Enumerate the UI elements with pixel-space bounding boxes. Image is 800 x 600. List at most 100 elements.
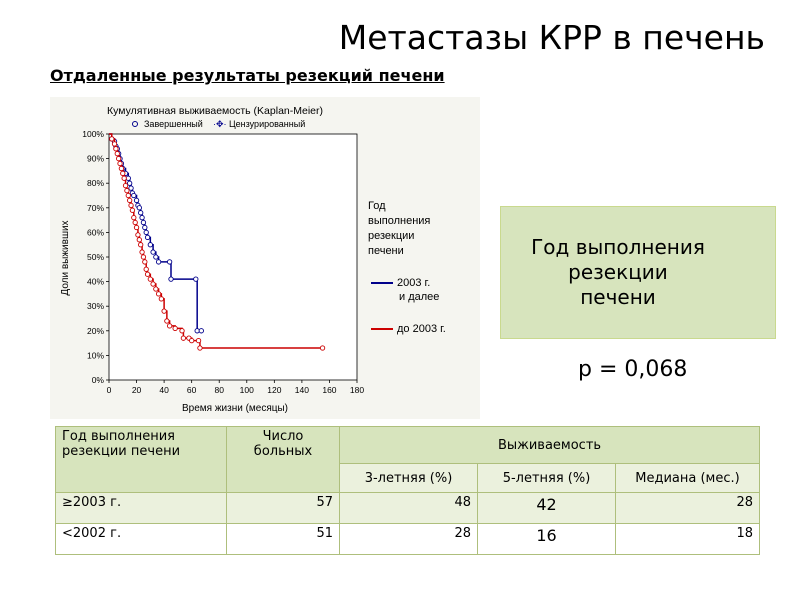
data-point (127, 180, 133, 186)
data-point (153, 286, 159, 292)
y-tick-label: 70% (87, 203, 104, 213)
header-five-year: 5-летняя (%) (477, 463, 616, 493)
data-point (135, 232, 141, 238)
data-point (197, 345, 203, 351)
data-point (153, 254, 159, 260)
legend-title-line-1: Год (368, 200, 386, 212)
data-point (140, 254, 147, 260)
x-axis-label: Время жизни (месяцы) (182, 403, 288, 414)
row-median: 28 (615, 492, 760, 524)
legend-censored-marker: ·✥· (213, 119, 227, 129)
data-point (172, 325, 178, 331)
table-row: <2002 г. 51 28 16 18 (55, 523, 760, 555)
data-point (147, 276, 153, 282)
data-point (166, 259, 173, 265)
row-group: ≥2003 г. (55, 492, 227, 524)
row-count: 51 (226, 523, 340, 555)
header-median: Медиана (мес.) (615, 463, 760, 493)
data-point (150, 281, 156, 287)
row-five-year: 42 (477, 492, 616, 524)
y-tick-label: 60% (87, 227, 104, 237)
data-point (120, 170, 126, 177)
data-point (158, 296, 165, 302)
data-point (124, 187, 130, 194)
y-tick-label: 0% (92, 375, 105, 385)
year-of-resection-text: Год выполнения резекции печени (531, 235, 705, 309)
table-row: ≥2003 г. 57 48 42 28 (55, 492, 760, 524)
data-point (127, 197, 133, 204)
slide-subtitle: Отдаленные результаты резекций печени (50, 66, 445, 85)
data-point (128, 185, 134, 191)
y-tick-label: 90% (87, 154, 104, 164)
y-tick-label: 10% (87, 350, 104, 360)
header-group: Год выполнения резекции печени (55, 426, 227, 493)
kaplan-meier-chart: Кумулятивная выживаемость (Kaplan-Meier)… (50, 97, 480, 419)
row-three-year: 28 (339, 523, 478, 555)
data-point (142, 224, 148, 231)
data-point (138, 242, 144, 248)
year-of-resection-box: Год выполнения резекции печени (500, 206, 776, 339)
data-point (139, 214, 145, 221)
data-point (129, 207, 136, 213)
x-tick-label: 120 (267, 385, 281, 395)
plot-area (108, 133, 358, 381)
data-point (111, 141, 118, 147)
legend-title-line-3: резекции (368, 230, 414, 242)
legend-title-line-4: печени (368, 245, 404, 257)
x-tick-label: 60 (187, 385, 197, 395)
data-point (131, 192, 137, 199)
header-survival: Выживаемость (339, 426, 760, 464)
chart-svg: Кумулятивная выживаемость (Kaplan-Meier)… (60, 105, 446, 414)
p-value: p = 0,068 (578, 357, 688, 382)
row-five-year: 16 (477, 523, 616, 555)
x-tick-label: 40 (159, 385, 169, 395)
data-point (193, 276, 199, 282)
data-point (150, 249, 156, 255)
data-point (166, 323, 173, 329)
y-tick-label: 80% (87, 178, 104, 188)
data-point (131, 214, 137, 221)
data-point (125, 192, 131, 199)
header-three-year: 3-летняя (%) (339, 463, 478, 493)
table-subheader-row: 3-летняя (%) 5-летняя (%) Медиана (мес.) (56, 463, 760, 493)
legend-title-line-2: выполнения (368, 215, 430, 227)
row-median: 18 (615, 523, 760, 555)
data-point (118, 165, 125, 172)
y-tick-label: 100% (82, 129, 104, 139)
data-point (133, 197, 140, 204)
series-layer (109, 133, 326, 351)
header-count: Число больных (226, 426, 340, 493)
data-point (117, 160, 123, 167)
data-point (195, 337, 202, 344)
x-tick-label: 180 (350, 385, 364, 395)
data-point (143, 229, 149, 236)
data-point (139, 249, 145, 255)
x-tick-label: 100 (240, 385, 254, 395)
data-point (115, 155, 122, 162)
slide-title: Метастазы КРР в печень (338, 18, 765, 57)
data-point (140, 219, 147, 226)
row-three-year: 48 (339, 492, 478, 524)
y-tick-label: 30% (87, 301, 104, 311)
chart-title: Кумулятивная выживаемость (Kaplan-Meier) (107, 105, 323, 117)
data-point (133, 224, 140, 231)
legend-title: Год выполнения резекции печени (368, 200, 430, 257)
data-point (155, 259, 162, 265)
legend-marker-completed (132, 121, 138, 127)
data-point (180, 335, 187, 341)
x-axis-ticks: 0 20 40 60 80 100 120 140 160 180 (107, 380, 364, 395)
legend-series-1-line-1: 2003 г. (397, 277, 430, 289)
data-point (138, 210, 144, 216)
x-tick-label: 20 (132, 385, 142, 395)
data-point (143, 266, 149, 272)
x-tick-label: 80 (214, 385, 224, 395)
data-point (179, 328, 185, 334)
data-point (164, 318, 170, 324)
y-axis-label: Доли выживших (60, 220, 71, 295)
data-point (128, 202, 134, 208)
data-point (319, 345, 326, 351)
legend-series-2-label: до 2003 г. (397, 323, 446, 335)
legend-censored-label: Цензурированный (229, 119, 305, 129)
x-tick-label: 0 (107, 385, 112, 395)
data-point (113, 146, 119, 152)
